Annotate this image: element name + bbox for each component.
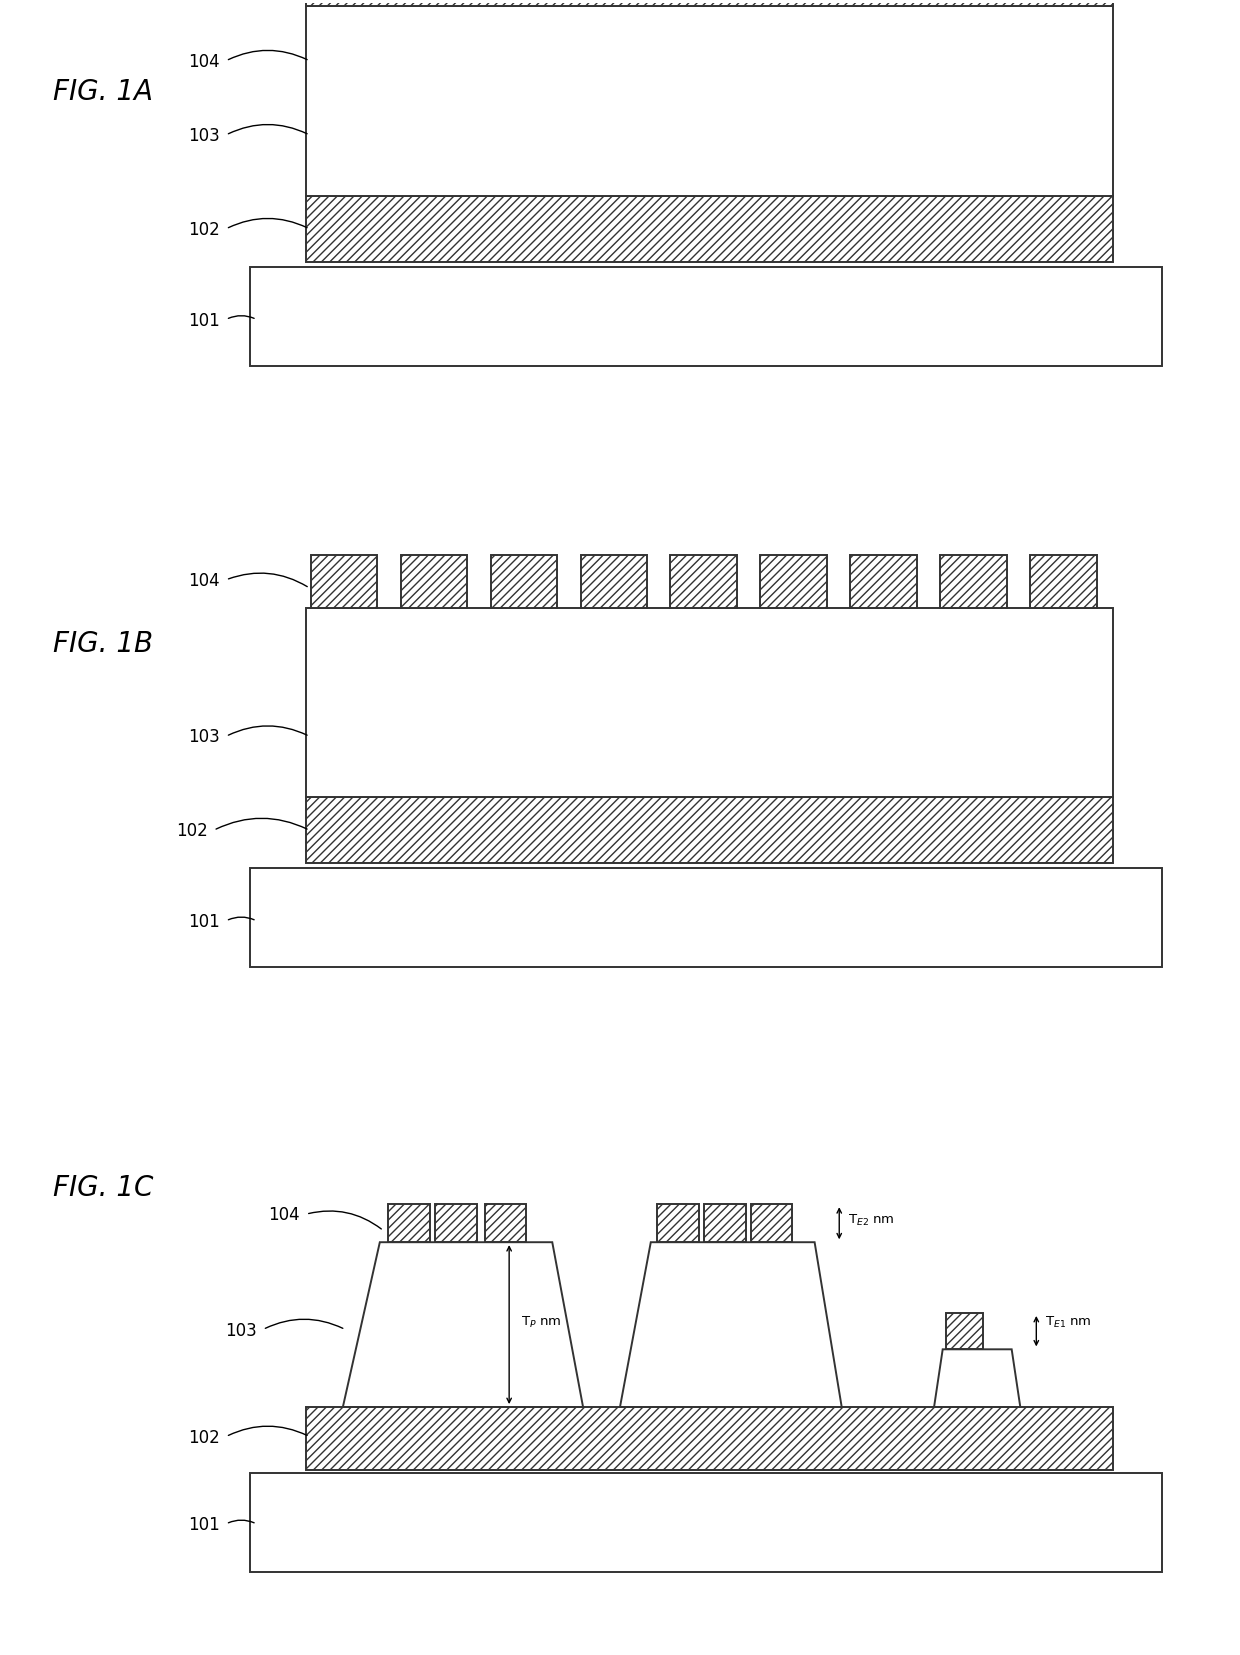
Bar: [485, 1205, 527, 1243]
Bar: [388, 1205, 430, 1243]
Text: 102: 102: [188, 1428, 219, 1446]
Bar: [760, 556, 827, 609]
Polygon shape: [343, 1243, 583, 1407]
Bar: [306, 609, 1112, 798]
Bar: [750, 1205, 792, 1243]
Bar: [250, 1473, 1162, 1572]
Bar: [946, 1314, 983, 1349]
Text: FIG. 1A: FIG. 1A: [53, 78, 154, 106]
Bar: [671, 556, 737, 609]
Text: 104: 104: [188, 53, 219, 71]
Bar: [306, 798, 1112, 864]
Text: 103: 103: [188, 127, 219, 146]
Text: 103: 103: [224, 1321, 257, 1339]
Bar: [311, 556, 377, 609]
Text: 101: 101: [188, 912, 219, 930]
Bar: [401, 556, 467, 609]
Bar: [580, 556, 647, 609]
Polygon shape: [934, 1349, 1021, 1407]
Text: 104: 104: [188, 571, 219, 589]
Bar: [704, 1205, 745, 1243]
Bar: [306, 0, 1112, 8]
Bar: [1030, 556, 1096, 609]
Text: T$_P$ nm: T$_P$ nm: [522, 1314, 562, 1329]
Text: FIG. 1B: FIG. 1B: [53, 631, 154, 659]
Bar: [851, 556, 916, 609]
Bar: [940, 556, 1007, 609]
Bar: [250, 869, 1162, 968]
Text: 104: 104: [268, 1205, 300, 1223]
Text: T$_{E1}$ nm: T$_{E1}$ nm: [1045, 1314, 1091, 1329]
Polygon shape: [620, 1243, 842, 1407]
Text: FIG. 1C: FIG. 1C: [53, 1173, 154, 1202]
Bar: [435, 1205, 477, 1243]
Text: 103: 103: [188, 728, 219, 746]
Bar: [250, 268, 1162, 366]
Bar: [306, 1407, 1112, 1470]
Text: 102: 102: [176, 823, 207, 839]
Text: T$_{E2}$ nm: T$_{E2}$ nm: [848, 1211, 894, 1226]
Bar: [657, 1205, 699, 1243]
Bar: [491, 556, 557, 609]
Bar: [306, 8, 1112, 197]
Text: 102: 102: [188, 220, 219, 238]
Text: 101: 101: [188, 311, 219, 329]
Text: 101: 101: [188, 1514, 219, 1533]
Bar: [306, 197, 1112, 263]
